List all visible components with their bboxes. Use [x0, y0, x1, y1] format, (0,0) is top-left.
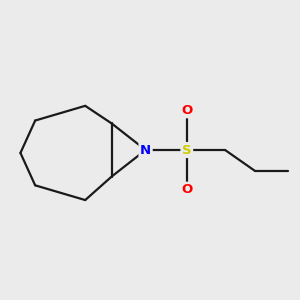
Text: O: O: [181, 104, 192, 117]
Text: O: O: [181, 183, 192, 196]
Text: N: N: [140, 143, 151, 157]
Text: S: S: [182, 143, 192, 157]
